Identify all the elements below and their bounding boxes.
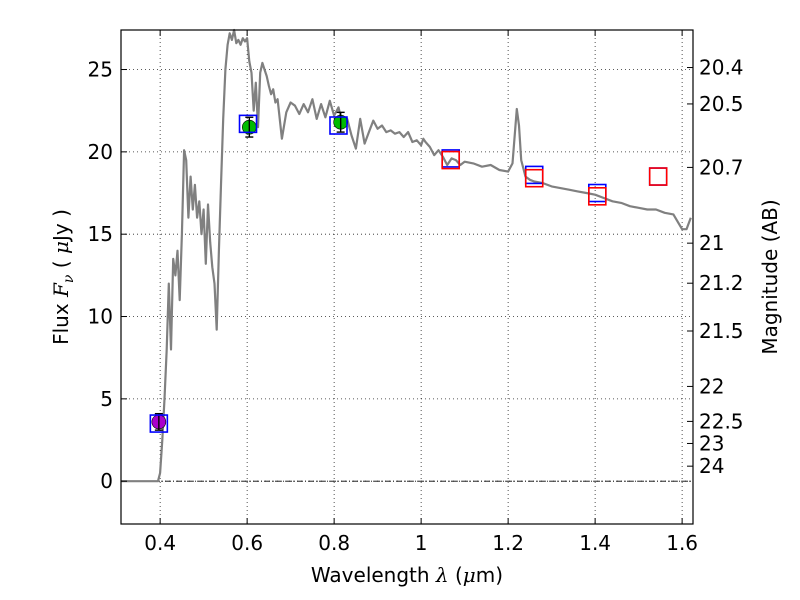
x-axis-ticks: 0.4 0.6 0.8 1 1.2 1.4 1.6 — [144, 30, 698, 555]
x-tick-label: 1.6 — [666, 531, 698, 555]
observed-photometry-red-marker — [588, 187, 607, 206]
magnitude-tick-label: 21.2 — [699, 271, 744, 295]
x-axis-label: Wavelength λ (μm) — [311, 563, 503, 587]
y-axis-ticks: 0 5 10 15 20 25 — [88, 58, 127, 493]
model-spectrum-line — [121, 28, 692, 483]
x-tick-label: 1.2 — [492, 531, 524, 555]
magnitude-tick-label: 22 — [699, 374, 724, 398]
model-photometry-blue-marker — [238, 114, 258, 134]
y-tick-label: 20 — [88, 140, 113, 164]
model-photometry-blue-marker — [149, 414, 169, 433]
magnitude-tick-label: 21 — [699, 231, 724, 255]
y-tick-label: 15 — [88, 222, 113, 246]
y-tick-label: 0 — [100, 469, 113, 493]
magnitude-tick-label: 24 — [699, 454, 724, 478]
observed-photometry-red-marker — [648, 167, 668, 186]
observed-photometry-red-marker — [441, 150, 461, 170]
right-axis-label: Magnitude (AB) — [758, 199, 782, 354]
model-photometry-blue-marker — [329, 116, 348, 135]
magnitude-tick-label: 22.5 — [699, 409, 744, 433]
y-tick-label: 10 — [88, 305, 113, 329]
magnitude-tick-label: 20.4 — [699, 56, 744, 80]
plot-frame — [120, 29, 694, 525]
photometry-markers — [149, 111, 668, 433]
x-tick-label: 1 — [415, 531, 428, 555]
x-tick-label: 1.4 — [579, 531, 611, 555]
x-tick-label: 0.8 — [318, 531, 350, 555]
y-axis-label: Flux Fν ( μJy ) — [49, 209, 77, 345]
plot-background — [121, 30, 693, 524]
magnitude-tick-label: 20.5 — [699, 92, 744, 116]
magnitude-tick-label: 23 — [699, 431, 724, 455]
y-tick-label: 5 — [100, 387, 113, 411]
magnitude-tick-label: 20.7 — [699, 155, 744, 179]
magnitude-tick-label: 21.5 — [699, 319, 744, 343]
observed-photometry-red-marker — [524, 168, 544, 188]
y-tick-label: 25 — [88, 58, 113, 82]
x-tick-label: 0.6 — [231, 531, 263, 555]
x-tick-label: 0.4 — [144, 531, 176, 555]
